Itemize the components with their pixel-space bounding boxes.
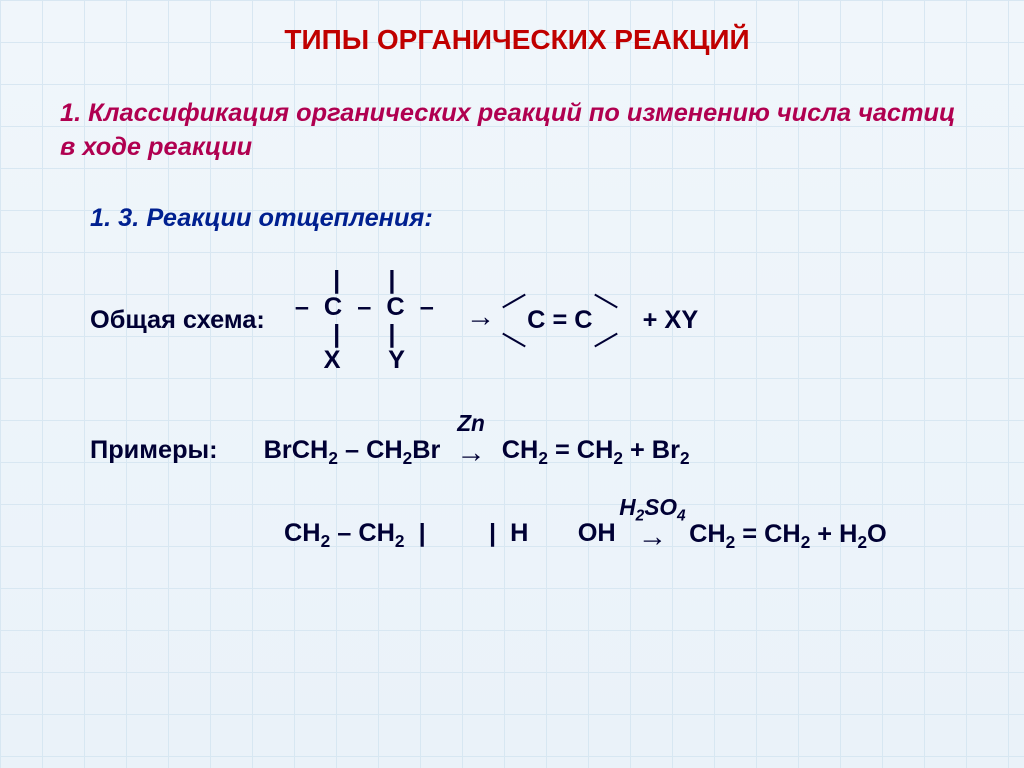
ex2-annotation: H2SO4 xyxy=(619,494,685,526)
ex2-lhs-line1: CH2 – CH2 xyxy=(284,519,405,547)
example-2-row: CH2 – CH2 | | H OH H2SO4 → CH2 = CH2 + H… xyxy=(284,520,974,554)
ex2-rhs: CH2 = CH2 + H2O xyxy=(689,520,887,553)
general-scheme-row: Общая схема: | | – С – С – | | X Y → С =… xyxy=(90,267,974,373)
example-2-equation: CH2 – CH2 | | H OH H2SO4 → CH2 = CH2 + H… xyxy=(284,520,974,554)
ex1-rhs: CH2 = CH2 + Br2 xyxy=(502,436,690,469)
ex2-lhs-line2: | | xyxy=(412,519,497,547)
reactant-row1: | | xyxy=(295,267,438,294)
arrow-icon: → xyxy=(456,436,485,469)
reactant-row3: | | xyxy=(295,321,438,348)
example-1-row: Примеры: BrCH2 – CH2Br Zn → CH2 = CH2 + … xyxy=(90,436,974,470)
ex1-annotation: Zn xyxy=(457,410,485,437)
page-title: ТИПЫ ОРГАНИЧЕСКИХ РЕАКЦИЙ xyxy=(60,24,974,56)
examples-label: Примеры: xyxy=(90,436,218,465)
bond-line-icon xyxy=(594,294,618,309)
section-heading: 1. Классификация органических реакций по… xyxy=(60,96,974,164)
product-center-text: С = С xyxy=(527,306,592,334)
ex2-lhs: CH2 – CH2 | | H OH xyxy=(284,520,616,550)
reactant-row2: – С – С – xyxy=(295,294,438,321)
example-1-equation: BrCH2 – CH2Br Zn → CH2 = CH2 + Br2 xyxy=(264,436,690,470)
ex1-arrow: Zn → xyxy=(456,436,485,470)
reactant-row4: X Y xyxy=(295,347,438,374)
ex2-arrow: H2SO4 → xyxy=(638,520,667,554)
scheme-arrow: → xyxy=(466,300,495,334)
section-number: 1. xyxy=(60,99,81,127)
subsection-heading: 1. 3. Реакции отщепления: xyxy=(90,204,974,233)
bond-line-icon xyxy=(502,333,526,348)
product-plus-xy: + XY xyxy=(643,306,699,335)
bond-line-icon xyxy=(502,294,526,309)
bond-line-icon xyxy=(594,333,618,348)
scheme-label: Общая схема: xyxy=(90,306,265,335)
ex1-lhs: BrCH2 – CH2Br xyxy=(264,436,441,469)
section-text: Классификация органических реакций по из… xyxy=(60,99,955,161)
scheme-reactant: | | – С – С – | | X Y xyxy=(295,267,438,373)
product-double-bond: С = С xyxy=(523,306,596,335)
ex2-lhs-line3: H OH xyxy=(503,519,616,547)
scheme-product: С = С + XY xyxy=(523,306,698,335)
